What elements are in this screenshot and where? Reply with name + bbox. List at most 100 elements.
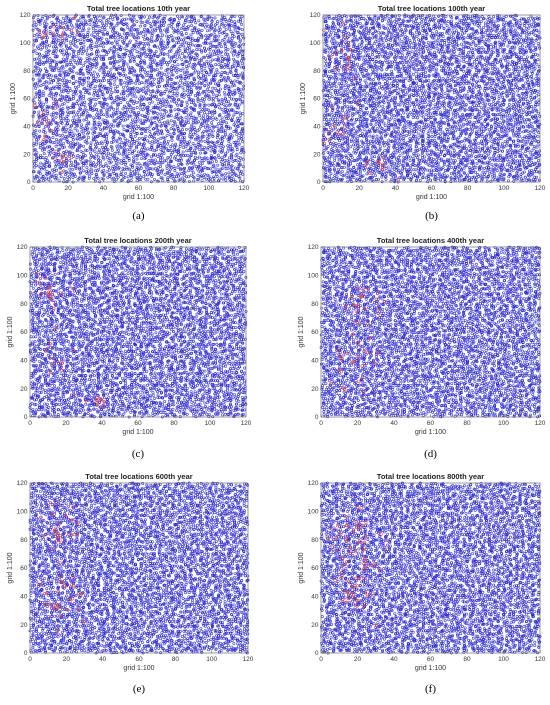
tree-point bbox=[46, 23, 48, 25]
tree-point bbox=[204, 66, 206, 68]
tree-point bbox=[185, 146, 187, 148]
tree-point bbox=[114, 80, 116, 82]
tree-point bbox=[343, 106, 345, 108]
tree-point bbox=[133, 102, 135, 104]
tree-point bbox=[95, 103, 97, 105]
tree-point bbox=[46, 170, 48, 172]
tree-point bbox=[72, 98, 74, 100]
tree-point bbox=[151, 117, 153, 119]
tree-point bbox=[190, 42, 192, 44]
tree-point bbox=[167, 30, 169, 32]
tree-point bbox=[122, 96, 124, 98]
tree-point bbox=[187, 170, 189, 172]
tree-point bbox=[142, 154, 144, 156]
tree-point bbox=[225, 105, 227, 107]
tree-point bbox=[48, 82, 50, 84]
tree-point bbox=[142, 42, 144, 44]
tree-point bbox=[52, 102, 54, 104]
tree-point bbox=[367, 33, 369, 35]
tree-point bbox=[187, 52, 189, 54]
tree-point bbox=[331, 95, 333, 97]
tree-point bbox=[328, 71, 330, 73]
tree-point bbox=[136, 120, 138, 122]
tree-point bbox=[63, 88, 65, 90]
tree-point bbox=[95, 77, 97, 79]
tree-point bbox=[168, 56, 170, 58]
y-tick-label: 0 bbox=[27, 179, 31, 186]
tree-point bbox=[345, 156, 347, 158]
tree-point bbox=[82, 170, 84, 172]
tree-point bbox=[70, 98, 72, 100]
tree-point bbox=[358, 66, 360, 68]
tree-point bbox=[43, 128, 45, 130]
tree-point bbox=[73, 59, 75, 61]
x-tick-label: 40 bbox=[100, 185, 108, 192]
tree-point bbox=[123, 157, 125, 159]
tree-point bbox=[166, 165, 168, 167]
tree-point bbox=[61, 134, 63, 136]
tree-point bbox=[136, 127, 138, 129]
tree-point bbox=[76, 46, 78, 48]
tree-point bbox=[148, 16, 150, 18]
tree-point bbox=[41, 47, 43, 49]
tree-point bbox=[350, 75, 352, 77]
tree-point bbox=[144, 86, 146, 88]
tree-point bbox=[162, 104, 164, 106]
tree-point bbox=[147, 71, 149, 73]
tree-point bbox=[172, 124, 174, 126]
tree-point bbox=[345, 155, 347, 157]
tree-point bbox=[182, 146, 184, 148]
tree-point bbox=[174, 170, 176, 172]
tree-point bbox=[353, 36, 355, 38]
tree-point bbox=[57, 129, 59, 131]
tree-point bbox=[169, 133, 171, 135]
tree-point bbox=[145, 135, 147, 137]
tree-point bbox=[339, 25, 341, 27]
tree-point bbox=[218, 122, 220, 124]
tree-point bbox=[180, 109, 182, 111]
tree-point bbox=[218, 156, 220, 158]
tree-point bbox=[96, 73, 98, 75]
tree-point bbox=[148, 74, 150, 76]
tree-point bbox=[201, 98, 203, 100]
tree-point bbox=[233, 35, 235, 37]
tree-point bbox=[96, 154, 98, 156]
tree-point bbox=[348, 35, 350, 37]
tree-point bbox=[214, 17, 216, 19]
tree-point bbox=[168, 85, 170, 87]
tree-point bbox=[197, 174, 199, 176]
tree-point bbox=[54, 161, 56, 163]
tree-point bbox=[353, 22, 355, 24]
tree-point bbox=[157, 119, 159, 121]
tree-point bbox=[96, 55, 98, 57]
tree-point bbox=[127, 176, 129, 178]
tree-point bbox=[61, 79, 63, 81]
tree-point bbox=[204, 26, 206, 28]
tree-point bbox=[68, 178, 70, 180]
tree-point bbox=[79, 156, 81, 158]
tree-point bbox=[328, 96, 330, 98]
tree-point bbox=[239, 118, 241, 120]
tree-point bbox=[341, 150, 343, 152]
tree-point bbox=[216, 20, 218, 22]
tree-point bbox=[192, 142, 194, 144]
tree-point bbox=[106, 135, 108, 137]
tree-point bbox=[171, 152, 173, 154]
tree-point bbox=[130, 115, 132, 117]
tree-point bbox=[217, 90, 219, 92]
tree-point bbox=[120, 160, 122, 162]
highlighted-tree-point bbox=[53, 26, 56, 29]
tree-point bbox=[187, 25, 189, 27]
tree-point bbox=[88, 28, 90, 30]
tree-point bbox=[139, 25, 141, 27]
tree-point bbox=[122, 108, 124, 110]
tree-point bbox=[206, 60, 208, 62]
tree-point bbox=[160, 50, 162, 52]
tree-point bbox=[189, 128, 191, 130]
tree-point bbox=[188, 180, 190, 182]
tree-point bbox=[75, 55, 77, 57]
tree-point bbox=[242, 43, 244, 45]
tree-point bbox=[115, 49, 117, 51]
tree-point bbox=[113, 180, 115, 182]
